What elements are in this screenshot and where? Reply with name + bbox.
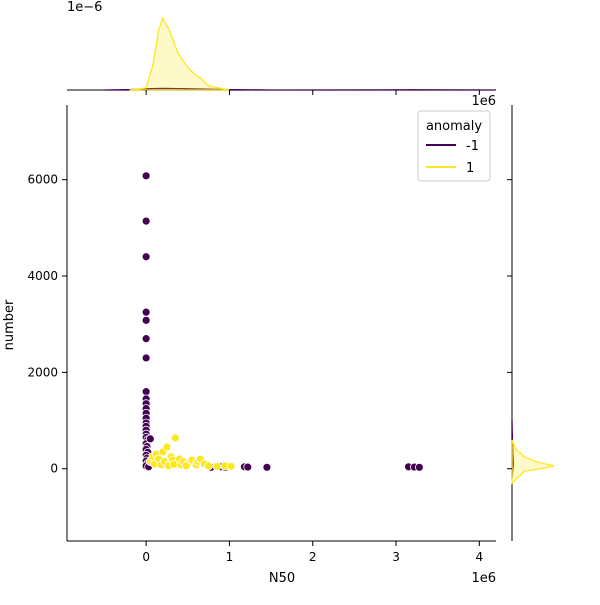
marginal-x-panel: 1e−6 — [67, 0, 497, 95]
scatter-point-anomaly — [141, 387, 151, 397]
y-tick-label: 0 — [50, 462, 58, 476]
x-tick-label: 1 — [226, 550, 234, 564]
scatter-point-normal — [181, 461, 191, 471]
scatter-point-normal — [170, 433, 180, 443]
x-tick-label: 2 — [309, 550, 317, 564]
legend-label-pos1: 1 — [466, 161, 474, 176]
scatter-point-normal — [169, 459, 179, 469]
marginal-y-panel — [507, 105, 555, 541]
x-tick-label: 4 — [476, 550, 484, 564]
legend: anomaly -1 1 — [417, 110, 491, 182]
y-axis-label: number — [2, 299, 17, 350]
scatter-point-anomaly — [262, 462, 272, 472]
scatter-point-normal — [204, 461, 214, 471]
scatter-point-anomaly — [141, 171, 151, 181]
scatter-point-anomaly — [414, 462, 424, 472]
marginal-x-scale-note: 1e−6 — [67, 0, 102, 15]
scatter-point-normal — [162, 442, 172, 452]
scatter-point-anomaly — [141, 216, 151, 226]
scatter-point-anomaly — [145, 434, 155, 444]
legend-title: anomaly — [426, 119, 482, 134]
scatter-point-normal — [226, 461, 236, 471]
legend-label-neg1: -1 — [466, 139, 479, 154]
scatter-point-anomaly — [141, 252, 151, 262]
scatter-point-normal — [212, 461, 222, 471]
y-top-scale-note: 1e6 — [471, 94, 496, 109]
x-scale-note: 1e6 — [471, 571, 496, 586]
y-tick-label: 6000 — [27, 173, 58, 187]
scatter-point-anomaly — [141, 334, 151, 344]
x-tick-label: 0 — [142, 550, 150, 564]
marginal-y-kde-normal — [511, 439, 555, 485]
x-axis-label: N50 — [269, 571, 295, 586]
main-plot-panel: 0 1 2 3 4 0 2000 4000 6000 N50 number 1e6 1e6 — [2, 94, 496, 586]
scatter-point-anomaly — [141, 307, 151, 317]
marginal-x-kde-normal — [129, 16, 230, 91]
scatter-point-anomaly — [141, 315, 151, 325]
y-tick-label: 2000 — [27, 365, 58, 379]
scatter-point-anomaly — [141, 353, 151, 363]
x-tick-label: 3 — [392, 550, 400, 564]
scatter-point-anomaly — [243, 462, 253, 472]
y-tick-label: 4000 — [27, 269, 58, 283]
